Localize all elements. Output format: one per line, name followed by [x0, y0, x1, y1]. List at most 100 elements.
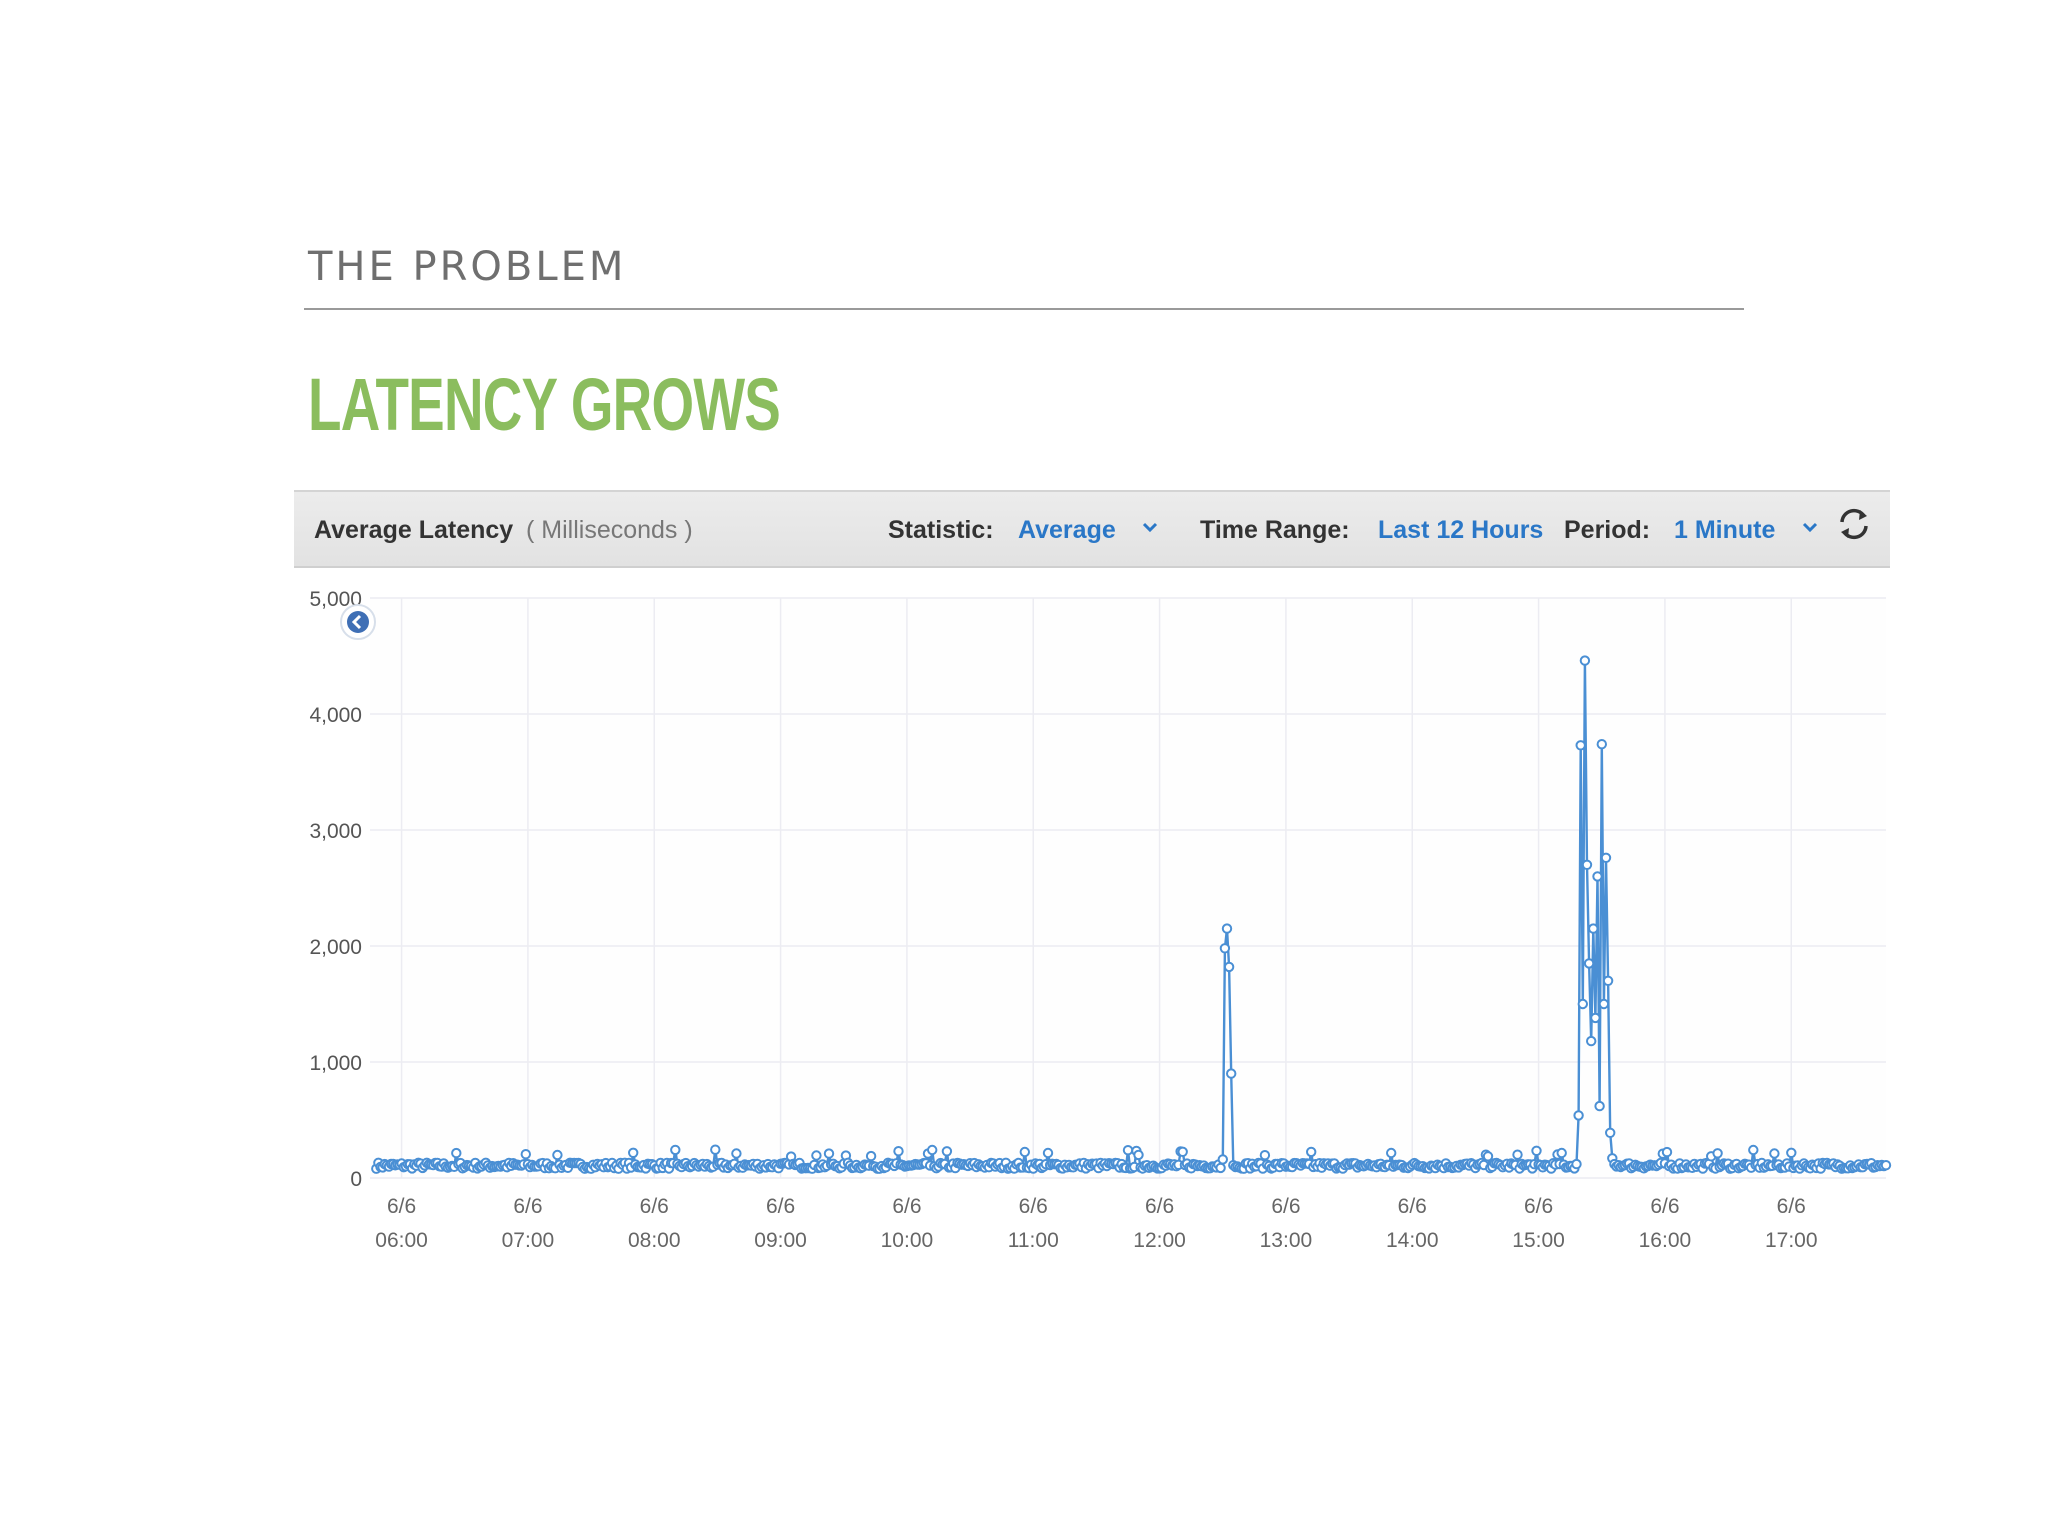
- data-point: [823, 1148, 835, 1159]
- data-point: [1531, 1145, 1542, 1156]
- data-point: [1748, 1144, 1759, 1156]
- period-dropdown[interactable]: 1 Minute: [1674, 516, 1776, 544]
- data-point: [1019, 1146, 1030, 1158]
- data-point: [811, 1150, 822, 1161]
- data-point: [1221, 923, 1233, 934]
- data-point: [865, 1150, 877, 1162]
- latency-chart-svg: 01,0002,0003,0004,0005,0006/606:006/607:…: [309, 588, 1892, 1252]
- data-point: [520, 1149, 532, 1160]
- data-point: [710, 1144, 721, 1155]
- data-point: [1598, 998, 1610, 1010]
- x-tick-label-time: 16:00: [1639, 1229, 1692, 1252]
- data-point: [1219, 943, 1231, 954]
- data-point: [552, 1149, 563, 1161]
- period-label: Period:: [1564, 516, 1651, 544]
- time-range-dropdown[interactable]: Last 12 Hours: [1378, 516, 1544, 544]
- y-tick-label: 3,000: [309, 820, 362, 843]
- x-tick-label-time: 09:00: [754, 1229, 807, 1252]
- data-point: [1594, 1100, 1605, 1112]
- x-tick-label-time: 15:00: [1512, 1229, 1565, 1252]
- data-point: [1880, 1160, 1892, 1171]
- metric-unit: ( Milliseconds ): [526, 516, 693, 544]
- data-point: [1605, 1127, 1616, 1138]
- x-tick-label-time: 14:00: [1386, 1229, 1439, 1252]
- data-point: [670, 1144, 681, 1156]
- x-tick-label-date: 6/6: [892, 1195, 921, 1218]
- data-point: [1575, 740, 1586, 751]
- x-tick-label-time: 07:00: [502, 1229, 555, 1252]
- statistic-label: Statistic:: [888, 516, 994, 544]
- data-point: [1215, 1162, 1226, 1174]
- data-point: [1306, 1146, 1317, 1158]
- statistic-dropdown[interactable]: Average: [1018, 516, 1116, 544]
- data-point: [1223, 961, 1235, 973]
- time-range-label: Time Range:: [1200, 516, 1350, 544]
- data-point: [1588, 923, 1599, 934]
- slide-headline: LATENCY GROWS: [308, 363, 781, 446]
- data-point: [1586, 1035, 1597, 1047]
- x-tick-label-date: 6/6: [1398, 1195, 1427, 1218]
- x-tick-label-date: 6/6: [1650, 1195, 1679, 1218]
- data-point: [1786, 1147, 1797, 1158]
- data-point: [1573, 1110, 1584, 1121]
- y-tick-label: 1,000: [309, 1052, 362, 1075]
- y-tick-label: 0: [350, 1168, 362, 1191]
- data-point: [1556, 1147, 1567, 1159]
- x-tick-label-date: 6/6: [513, 1195, 542, 1218]
- data-point: [1583, 958, 1595, 969]
- data-point: [1482, 1151, 1494, 1162]
- data-point: [1226, 1068, 1237, 1079]
- divider-rule: [304, 308, 1744, 310]
- x-tick-label-date: 6/6: [640, 1195, 669, 1218]
- data-point: [1579, 655, 1591, 666]
- data-point: [731, 1148, 742, 1159]
- x-tick-label-date: 6/6: [1145, 1195, 1174, 1218]
- x-tick-label-time: 12:00: [1133, 1229, 1186, 1252]
- data-point: [1590, 1012, 1601, 1024]
- data-point: [1177, 1146, 1188, 1157]
- collapse-button[interactable]: [340, 604, 376, 640]
- chevron-down-icon[interactable]: [1802, 512, 1818, 548]
- data-point: [1133, 1149, 1144, 1161]
- x-tick-label-time: 08:00: [628, 1229, 681, 1252]
- x-tick-label-time: 17:00: [1765, 1229, 1818, 1252]
- data-point: [1592, 871, 1603, 882]
- x-tick-label-time: 11:00: [1008, 1229, 1059, 1252]
- x-tick-label-date: 6/6: [387, 1195, 416, 1218]
- x-tick-label-time: 06:00: [375, 1229, 428, 1252]
- metric-toolbar: Average Latency ( Milliseconds ) Statist…: [294, 490, 1890, 568]
- x-tick-label-date: 6/6: [766, 1195, 795, 1218]
- refresh-icon[interactable]: [1834, 504, 1874, 551]
- chevron-down-icon[interactable]: [1142, 512, 1158, 548]
- data-point: [1600, 852, 1612, 863]
- x-tick-label-date: 6/6: [1271, 1195, 1300, 1218]
- data-point: [1042, 1147, 1054, 1159]
- x-tick-label-time: 13:00: [1260, 1229, 1313, 1252]
- data-point: [927, 1144, 938, 1156]
- data-point: [1577, 998, 1589, 1010]
- data-point: [1602, 975, 1614, 986]
- x-tick-label-date: 6/6: [1777, 1195, 1806, 1218]
- latency-chart: 0 1,000 2,000 3,000 4,000 5,000 6/6 06:00 6/6 07:…: [294, 580, 1894, 1280]
- y-tick-label: 2,000: [309, 936, 362, 959]
- data-point: [1581, 859, 1593, 870]
- data-point: [1661, 1146, 1673, 1158]
- data-point: [628, 1147, 639, 1158]
- data-point: [1712, 1148, 1723, 1159]
- data-point: [941, 1146, 953, 1157]
- y-tick-label: 4,000: [309, 704, 362, 727]
- section-kicker: THE PROBLEM: [308, 244, 627, 290]
- metric-name: Average Latency: [314, 516, 514, 544]
- data-point: [1259, 1150, 1271, 1161]
- data-point: [1769, 1148, 1780, 1159]
- x-tick-label-date: 6/6: [1524, 1195, 1553, 1218]
- data-point: [1386, 1147, 1397, 1159]
- data-point: [1571, 1158, 1582, 1170]
- data-point: [1512, 1149, 1523, 1160]
- x-tick-label-time: 10:00: [881, 1229, 934, 1252]
- data-point: [451, 1147, 462, 1159]
- data-point: [1217, 1154, 1228, 1165]
- data-point: [1122, 1145, 1134, 1156]
- plot-area: [370, 598, 1886, 1178]
